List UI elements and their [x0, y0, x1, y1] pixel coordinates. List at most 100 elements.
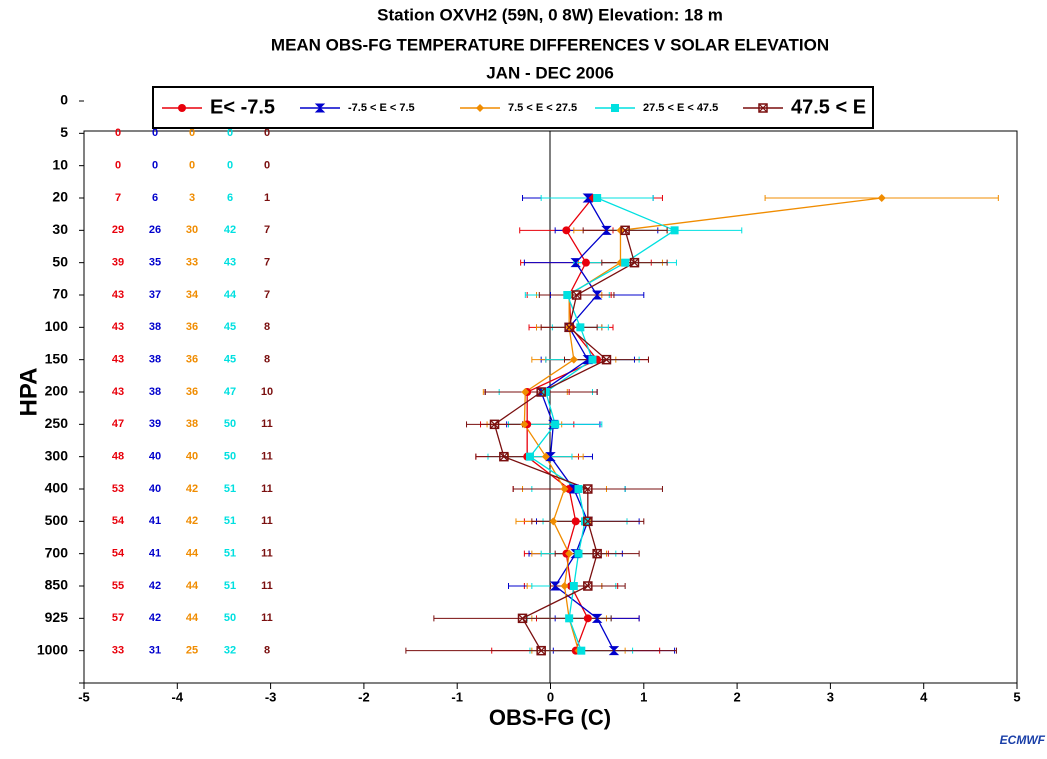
marker-shape [601, 225, 612, 235]
y-tick-label: 300 [45, 447, 69, 463]
count-label: 0 [264, 127, 270, 139]
marker-shape [591, 290, 603, 300]
marker-shape [536, 387, 546, 397]
chart-title: Station OXVH2 (59N, 0 8W) Elevation: 18 … [377, 5, 723, 24]
count-label: 7 [115, 192, 121, 204]
count-label: 10 [261, 386, 273, 398]
y-tick-label: 200 [45, 383, 69, 399]
count-label: 38 [186, 418, 198, 430]
count-label: 11 [261, 451, 273, 463]
count-label: 48 [112, 451, 124, 463]
marker-shape [583, 484, 593, 494]
marker [571, 290, 582, 300]
legend-label: E< -7.5 [210, 96, 275, 118]
chart-subtitle: MEAN OBS-FG TEMPERATURE DIFFERENCES V SO… [271, 35, 829, 54]
marker-shape [570, 258, 581, 268]
marker [562, 226, 571, 235]
count-label: 54 [112, 515, 125, 527]
count-label: 30 [186, 224, 198, 236]
count-label: 7 [264, 289, 270, 301]
marker-shape [582, 193, 594, 203]
count-label: 0 [227, 160, 233, 172]
count-label: 40 [186, 451, 198, 463]
marker-shape [545, 452, 556, 462]
count-label: 11 [261, 612, 273, 624]
marker-shape [592, 549, 602, 559]
marker [581, 517, 590, 526]
marker-shape [560, 485, 569, 493]
marker-shape [565, 614, 574, 623]
marker [877, 194, 886, 202]
marker [601, 225, 612, 235]
marker-shape [583, 581, 593, 591]
marker [582, 193, 594, 203]
marker-shape [621, 258, 630, 267]
marker-shape [536, 645, 546, 656]
legend-label: -7.5 < E < 7.5 [348, 102, 415, 114]
marker [569, 355, 578, 364]
x-tick-label: -3 [265, 689, 277, 704]
marker-shape [499, 452, 509, 462]
marker-shape [629, 257, 640, 268]
y-tick-label: 1000 [37, 641, 68, 657]
marker-shape [577, 646, 586, 655]
count-label: 0 [115, 160, 121, 172]
marker [621, 258, 630, 267]
marker-shape [583, 614, 592, 623]
marker [570, 258, 581, 268]
marker-shape [521, 388, 530, 396]
count-label: 38 [149, 321, 161, 333]
marker-shape [758, 103, 768, 113]
marker-shape [490, 419, 499, 429]
count-label: 37 [149, 289, 161, 301]
y-tick-label: 400 [45, 480, 69, 496]
legend-label: 7.5 < E < 27.5 [508, 102, 577, 114]
y-tick-label: 925 [45, 609, 69, 625]
marker-shape [569, 582, 578, 590]
count-label: 11 [261, 548, 273, 560]
marker-shape [620, 225, 630, 235]
count-label: 38 [149, 354, 161, 366]
y-tick-label: 20 [52, 189, 68, 205]
marker-shape [592, 548, 602, 559]
x-tick-label: 4 [920, 689, 928, 704]
count-label: 7 [264, 224, 270, 236]
count-label: 0 [227, 127, 233, 139]
marker [593, 194, 602, 202]
x-tick-label: -5 [78, 689, 90, 704]
count-label: 39 [149, 418, 161, 430]
y-tick-label: 10 [52, 156, 68, 172]
marker-shape [581, 258, 590, 267]
marker [571, 517, 580, 526]
count-label: 32 [224, 645, 236, 657]
count-label: 0 [264, 160, 270, 172]
count-label: 0 [152, 160, 158, 172]
count-label: 33 [112, 645, 124, 657]
count-label: 57 [112, 612, 124, 624]
count-label: 47 [112, 418, 124, 430]
count-label: 6 [227, 192, 233, 204]
x-axis-label: OBS-FG (C) [489, 705, 611, 730]
marker [583, 516, 593, 527]
marker-shape [576, 323, 585, 332]
count-label: 41 [149, 548, 161, 560]
x-tick-label: 5 [1013, 689, 1020, 704]
y-tick-label: 700 [45, 544, 69, 560]
count-label: 43 [112, 289, 124, 301]
count-label: 1 [264, 192, 270, 204]
count-label: 42 [186, 515, 198, 527]
marker [758, 103, 768, 113]
marker [629, 257, 640, 268]
marker-shape [564, 322, 574, 333]
marker [592, 548, 602, 559]
count-label: 8 [264, 645, 270, 657]
count-label: 0 [152, 127, 158, 139]
count-label: 44 [186, 612, 199, 624]
marker-shape [581, 517, 590, 526]
y-tick-label: 850 [45, 577, 69, 593]
y-tick-label: 30 [52, 221, 68, 237]
marker-shape [574, 549, 583, 558]
y-tick-label: 500 [45, 512, 69, 528]
count-label: 6 [152, 192, 158, 204]
